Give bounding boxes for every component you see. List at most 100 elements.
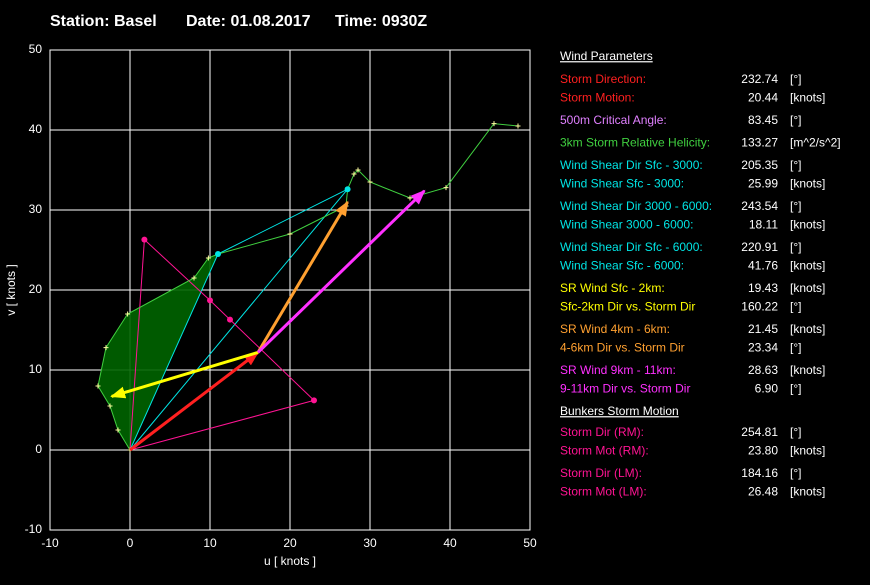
param-value: 205.35 <box>741 158 778 172</box>
param-label: 3km Storm Relative Helicity: <box>560 136 710 150</box>
param-value: 21.45 <box>748 322 778 336</box>
hodograph-point <box>515 123 521 129</box>
param-unit: [knots] <box>790 259 825 273</box>
section-title: Wind Parameters <box>560 49 653 63</box>
param-value: 254.81 <box>741 425 778 439</box>
param-label: Storm Motion: <box>560 91 635 105</box>
param-label: Storm Dir (LM): <box>560 466 642 480</box>
y-tick-label: 10 <box>29 362 43 376</box>
param-value: 6.90 <box>755 382 779 396</box>
param-unit: [°] <box>790 72 801 86</box>
guide-line <box>129 253 219 451</box>
y-tick-label: 0 <box>35 442 42 456</box>
y-tick-label: 50 <box>29 42 43 56</box>
y-tick-label: 30 <box>29 202 43 216</box>
param-value: 23.80 <box>748 444 778 458</box>
key-point <box>207 297 213 304</box>
param-label: Storm Mot (RM): <box>560 444 649 458</box>
param-value: 83.45 <box>748 113 778 127</box>
x-tick-label: 30 <box>363 536 377 550</box>
helicity-area <box>98 254 218 450</box>
param-unit: [knots] <box>790 485 825 499</box>
vector-arrow <box>256 200 349 354</box>
param-unit: [°] <box>790 382 801 396</box>
param-unit: [knots] <box>790 363 825 377</box>
hodograph-point <box>125 311 131 317</box>
time: Time: 0930Z <box>335 13 427 30</box>
param-label: Storm Direction: <box>560 72 646 86</box>
param-unit: [°] <box>790 113 801 127</box>
param-unit: [knots] <box>790 281 825 295</box>
hodograph-point <box>115 427 121 433</box>
hodograph-point <box>443 185 449 191</box>
param-label: SR Wind Sfc - 2km: <box>560 281 665 295</box>
param-value: 26.48 <box>748 485 778 499</box>
date: Date: 01.08.2017 <box>186 13 311 30</box>
plot: -10 0 10 20 30 40 50 -10 0 10 20 30 40 50 u [ knots ] v… <box>4 42 537 568</box>
param-unit: [°] <box>790 466 801 480</box>
y-tick-label: 40 <box>29 122 43 136</box>
key-point <box>141 236 148 243</box>
param-value: 220.91 <box>741 240 778 254</box>
vector-arrow <box>110 350 259 399</box>
hodograph-point <box>367 179 373 185</box>
param-unit: [°] <box>790 341 801 355</box>
param-unit: [m^2/s^2] <box>790 136 841 150</box>
hodograph-point <box>107 403 113 409</box>
param-label: Wind Shear Dir 3000 - 6000: <box>560 199 712 213</box>
param-value: 19.43 <box>748 281 778 295</box>
y-tick-label: 20 <box>29 282 43 296</box>
param-unit: [°] <box>790 425 801 439</box>
guide-line <box>129 399 315 451</box>
key-point <box>311 397 317 404</box>
guide-line <box>129 239 145 451</box>
param-unit: [°] <box>790 300 801 314</box>
vector-arrow <box>256 189 426 354</box>
param-unit: [knots] <box>790 322 825 336</box>
station: Station: Basel <box>50 13 157 30</box>
param-value: 133.27 <box>741 136 778 150</box>
section-title: Bunkers Storm Motion <box>560 404 679 418</box>
param-value: 232.74 <box>741 72 778 86</box>
param-label: 4-6km Dir vs. Storm Dir <box>560 341 685 355</box>
param-label: Wind Shear 3000 - 6000: <box>560 218 693 232</box>
key-point <box>227 316 233 323</box>
hodograph-point <box>191 275 197 281</box>
param-unit: [°] <box>790 158 801 172</box>
param-value: 184.16 <box>741 466 778 480</box>
hodograph-point <box>351 171 357 177</box>
param-value: 28.63 <box>748 363 778 377</box>
param-unit: [°] <box>790 199 801 213</box>
param-value: 41.76 <box>748 259 778 273</box>
guide-line <box>217 188 348 255</box>
param-label: SR Wind 9km - 11km: <box>560 363 676 377</box>
hodograph-point <box>287 231 293 237</box>
x-tick-label: 50 <box>523 536 537 550</box>
param-unit: [knots] <box>790 177 825 191</box>
param-value: 20.44 <box>748 91 778 105</box>
param-label: 500m Critical Angle: <box>560 113 667 127</box>
param-label: Storm Dir (RM): <box>560 425 644 439</box>
param-value: 23.34 <box>748 341 778 355</box>
x-tick-label: -10 <box>41 536 59 550</box>
param-value: 25.99 <box>748 177 778 191</box>
x-tick-label: 40 <box>443 536 457 550</box>
x-tick-label: 0 <box>127 536 134 550</box>
key-point <box>344 186 351 193</box>
hodograph-point <box>103 345 109 351</box>
param-unit: [knots] <box>790 444 825 458</box>
key-point <box>215 251 221 257</box>
x-tick-label: 10 <box>203 536 217 550</box>
param-value: 243.54 <box>741 199 778 213</box>
guide-line <box>129 188 348 451</box>
param-unit: [knots] <box>790 218 825 232</box>
param-label: SR Wind 4km - 6km: <box>560 322 670 336</box>
param-label: Storm Mot (LM): <box>560 485 647 499</box>
param-value: 18.11 <box>749 218 778 232</box>
param-label: 9-11km Dir vs. Storm Dir <box>560 382 690 396</box>
x-tick-label: 20 <box>283 536 297 550</box>
hodograph-point <box>95 383 101 389</box>
y-tick-label: -10 <box>25 522 43 536</box>
param-value: 160.22 <box>741 300 778 314</box>
